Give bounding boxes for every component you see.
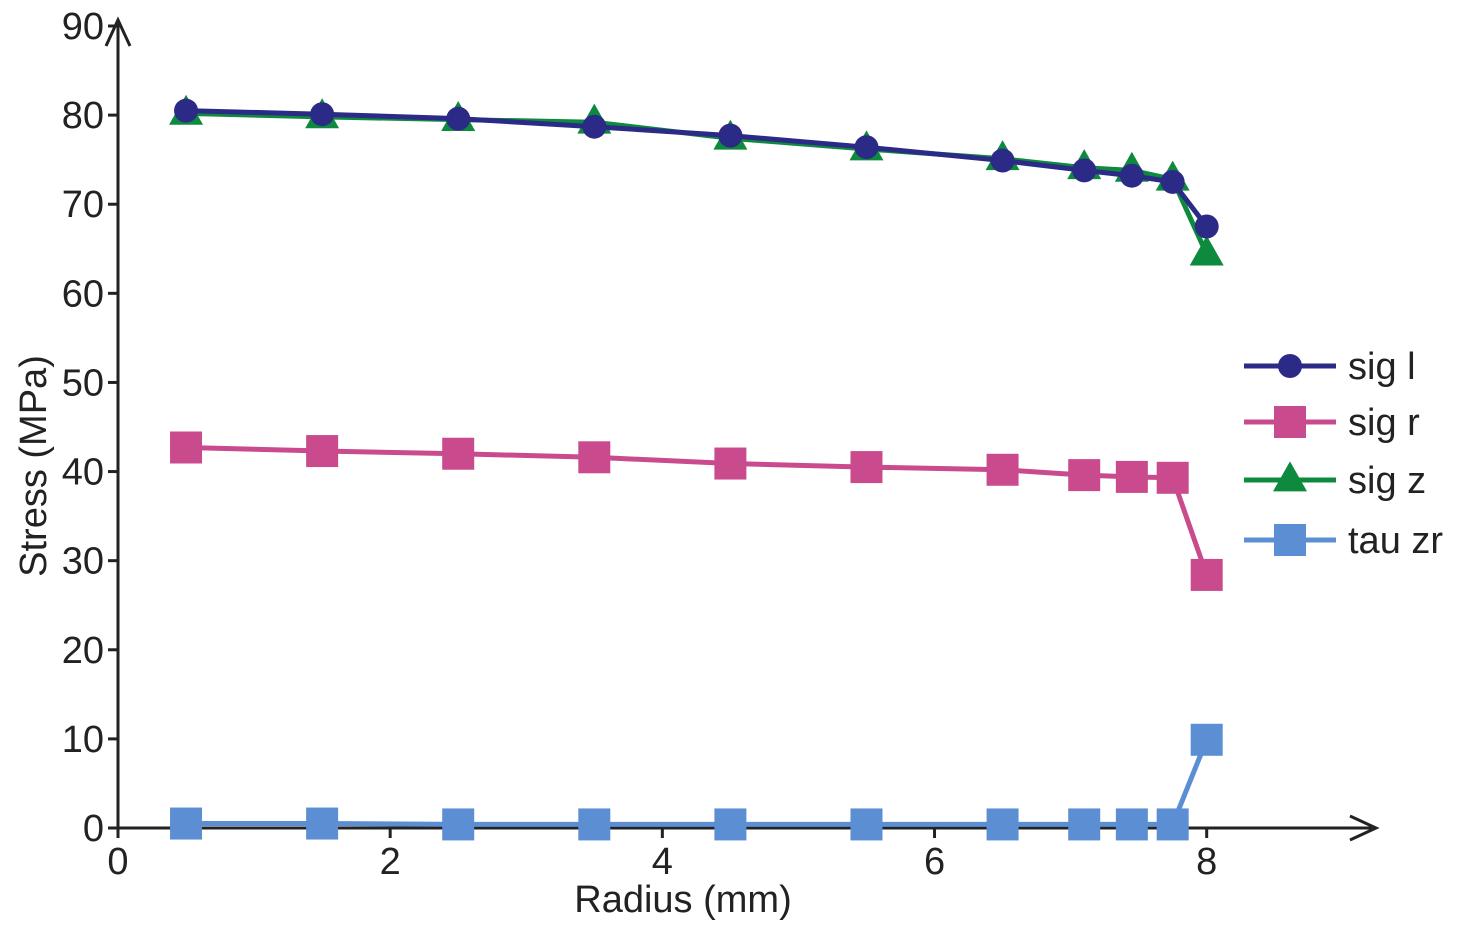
data-point-tau-zr: [442, 808, 475, 841]
data-point-tau-zr: [1115, 808, 1148, 841]
legend-label-tau-zr: tau zr: [1348, 520, 1443, 562]
data-point-sig-r: [714, 447, 747, 480]
y-tick-label: 0: [83, 808, 104, 850]
x-tick-label: 0: [107, 841, 128, 883]
data-point-tau-zr: [714, 808, 747, 841]
legend-marker-sig-l: [1278, 354, 1302, 378]
data-point-sig-l: [990, 148, 1015, 173]
y-axis-title: Stress (MPa): [13, 355, 55, 577]
series-layer: [169, 94, 1224, 841]
legend-label-sig-l: sig l: [1348, 346, 1416, 388]
y-tick-label: 80: [62, 95, 104, 137]
legend-item-sig-l: sig l: [1244, 346, 1416, 388]
data-point-sig-r: [1068, 459, 1101, 492]
data-point-sig-r: [306, 435, 339, 468]
legend-marker-tau-zr: [1274, 524, 1306, 556]
data-point-tau-zr: [986, 808, 1019, 841]
data-point-sig-r: [170, 431, 203, 464]
y-tick-label: 40: [62, 452, 104, 494]
legend-marker-sig-z: [1273, 461, 1307, 492]
x-tick-label: 4: [652, 841, 673, 883]
data-point-sig-r: [442, 437, 475, 470]
y-tick-label: 70: [62, 184, 104, 226]
y-tick-label: 20: [62, 630, 104, 672]
data-point-tau-zr: [1190, 723, 1223, 756]
x-tick-label: 2: [380, 841, 401, 883]
x-tick-label: 8: [1196, 841, 1217, 883]
y-tick-label: 10: [62, 719, 104, 761]
data-point-sig-l: [174, 98, 199, 123]
data-point-sig-l: [1160, 169, 1185, 194]
series-sig-l: [174, 98, 1219, 239]
data-point-sig-r: [850, 451, 883, 484]
legend-marker-sig-r: [1274, 406, 1306, 438]
x-tick-label: 6: [924, 841, 945, 883]
data-point-sig-r: [1156, 461, 1189, 494]
x-axis-arrow: [1349, 814, 1380, 842]
data-point-sig-l: [854, 135, 879, 160]
data-point-tau-zr: [578, 808, 611, 841]
data-point-sig-l: [718, 123, 743, 148]
series-line-sig-r: [185, 444, 1210, 576]
legend-item-sig-z: sig z: [1244, 460, 1426, 502]
legend-item-tau-zr: tau zr: [1244, 520, 1443, 562]
legend-label-sig-z: sig z: [1348, 460, 1426, 502]
data-point-sig-z: [1189, 235, 1224, 266]
data-point-sig-r: [1190, 558, 1223, 591]
legend-label-sig-r: sig r: [1348, 402, 1420, 444]
data-point-sig-r: [986, 453, 1019, 486]
data-point-tau-zr: [850, 808, 883, 841]
y-axis-arrow: [104, 16, 132, 47]
data-point-sig-r: [578, 441, 611, 474]
data-point-tau-zr: [170, 807, 203, 840]
data-point-sig-r: [1115, 460, 1148, 493]
data-point-sig-l: [1194, 214, 1219, 239]
legend-item-sig-r: sig r: [1244, 402, 1420, 444]
series-line-tau-zr: [186, 738, 1210, 827]
y-tick-label: 60: [62, 273, 104, 315]
y-tick-label: 90: [62, 6, 104, 48]
series-sig-r: [170, 431, 1223, 591]
axes: 0 10 20 30 40 50 60 70 80 90 0 2 4 6 8: [62, 6, 1380, 883]
data-point-tau-zr: [1156, 808, 1189, 841]
series-tau-zr: [170, 723, 1223, 841]
data-point-sig-l: [446, 106, 471, 131]
data-point-tau-zr: [306, 807, 339, 840]
data-point-sig-l: [1072, 158, 1097, 183]
data-point-sig-l: [310, 102, 335, 127]
legend: sig l sig r sig z tau zr: [1244, 346, 1443, 562]
x-axis-title: Radius (mm): [574, 879, 791, 921]
series-line-sig-l: [185, 108, 1209, 229]
data-point-sig-l: [582, 114, 607, 139]
data-point-tau-zr: [1068, 808, 1101, 841]
y-tick-label: 30: [62, 541, 104, 583]
y-tick-label: 50: [62, 362, 104, 404]
data-point-sig-l: [1119, 163, 1144, 188]
